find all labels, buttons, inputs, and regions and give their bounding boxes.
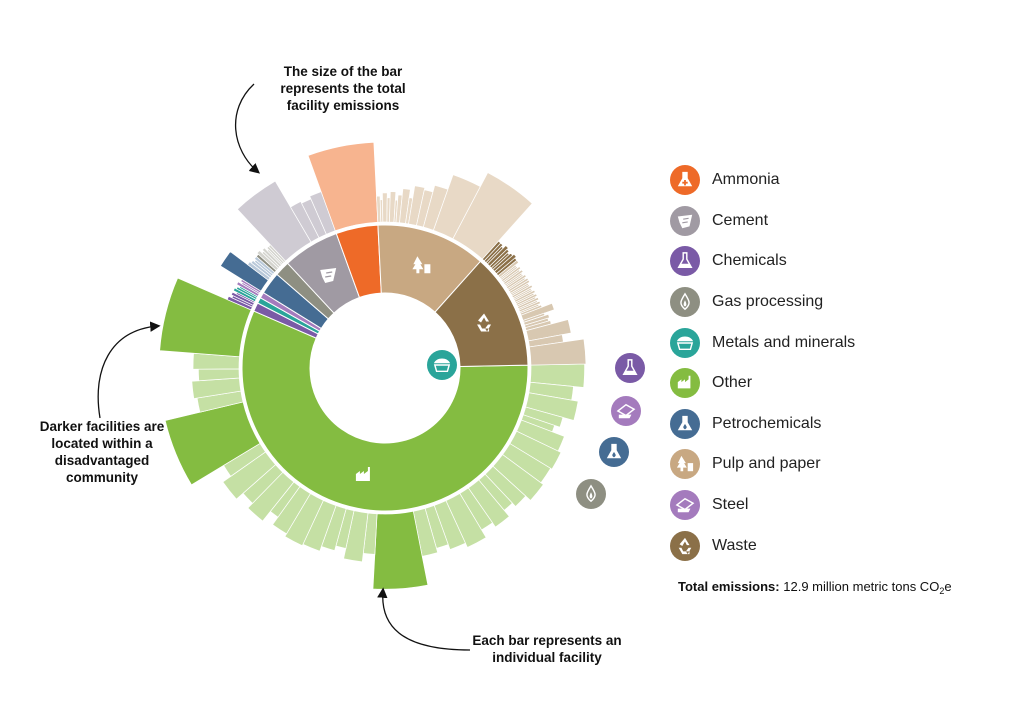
legend-label: Waste [712, 536, 757, 554]
legend-label: Petrochemicals [712, 414, 822, 432]
annotation-line: facility emissions [286, 98, 400, 113]
legend-item: Pulp and paper [670, 444, 970, 485]
facility-bar [529, 338, 587, 366]
bottom-annotation-arrow [377, 587, 471, 651]
drop-icon [576, 479, 606, 509]
annotation-line: disadvantaged [54, 453, 150, 468]
flask-icon [615, 353, 645, 383]
legend-item: Waste [670, 525, 970, 566]
tree-icon [670, 449, 700, 480]
total-emissions-label: Total emissions: [678, 579, 780, 594]
total-emissions: Total emissions: 12.9 million metric ton… [678, 579, 952, 596]
facility-bar [307, 141, 379, 232]
annotation-line: located within a [51, 436, 153, 451]
factory-icon [670, 368, 700, 399]
legend-label: Pulp and paper [712, 455, 821, 473]
category-ring [241, 224, 529, 512]
facility-bar [159, 277, 252, 358]
annotation-line: Darker facilities are [39, 419, 165, 434]
annotation-line: individual facility [492, 650, 602, 665]
category-segment-waste [434, 260, 529, 368]
annotation-each-bar: Each bar represents an individual facili… [462, 632, 632, 666]
facility-bar [382, 192, 388, 223]
annotation-bar-size: The size of the bar represents the total… [258, 63, 428, 114]
legend-item: Chemicals [670, 241, 970, 282]
top-annotation-arrow [234, 83, 260, 174]
legend-item: Petrochemicals [670, 404, 970, 445]
minecart-icon [427, 350, 457, 380]
recycle-icon [670, 530, 700, 561]
flask-icon [670, 246, 700, 277]
legend-item: Ammonia [670, 160, 970, 201]
cement-icon [670, 205, 700, 236]
facility-bar [452, 172, 533, 260]
legend-label: Metals and minerals [712, 333, 856, 351]
drop-icon [670, 287, 700, 318]
category-segment-other [241, 310, 529, 512]
total-emissions-value: 12.9 million metric tons CO [783, 579, 940, 594]
annotation-line: community [65, 470, 138, 485]
legend-item: Cement [670, 201, 970, 242]
annotation-line: represents the total [280, 81, 406, 96]
total-emissions-subscript: 2 [939, 586, 945, 596]
legend-label: Steel [712, 496, 749, 514]
legend-label: Cement [712, 211, 769, 229]
left-annotation-arrow [97, 321, 161, 419]
tree-icon [412, 256, 431, 274]
annotation-line: The size of the bar [283, 64, 403, 79]
annotation-line: Each bar represents an [472, 633, 622, 648]
small-category-icons [427, 350, 645, 509]
flask-plus-icon [670, 165, 700, 196]
legend-label: Gas processing [712, 293, 824, 311]
legend-item: Gas processing [670, 282, 970, 323]
legend-label: Other [712, 374, 753, 392]
legend-item: Metals and minerals [670, 322, 970, 363]
total-emissions-suffix: e [944, 579, 952, 594]
factory-icon [355, 466, 370, 481]
legend-item: Steel [670, 485, 970, 526]
minecart-icon [670, 327, 700, 358]
legend-label: Ammonia [712, 171, 780, 189]
flask-drop-icon [599, 437, 629, 467]
steel-icon [670, 490, 700, 521]
legend: Ammonia Cement Chemicals Gas processing Meta… [670, 160, 970, 566]
category-icons [320, 256, 492, 481]
flask-drop-icon [670, 408, 700, 439]
steel-icon [611, 396, 641, 426]
facility-bars [159, 141, 587, 590]
cement-icon [320, 267, 337, 283]
recycle-icon [477, 313, 492, 332]
annotation-darker-facilities: Darker facilities are located within a d… [22, 418, 182, 486]
legend-label: Chemicals [712, 252, 787, 270]
legend-item: Other [670, 363, 970, 404]
